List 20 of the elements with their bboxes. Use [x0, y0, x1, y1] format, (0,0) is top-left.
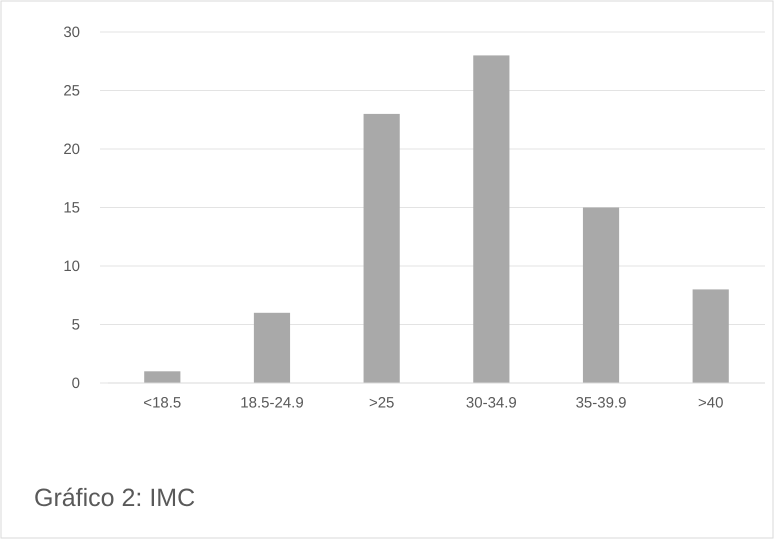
y-tick-label: 30 [63, 24, 80, 41]
y-tick-label: 15 [63, 199, 80, 216]
x-tick-label: <18.5 [143, 394, 182, 412]
y-tick-label: 10 [63, 258, 80, 275]
y-tick-label: 5 [72, 316, 80, 334]
bar [254, 312, 290, 383]
x-tick-label: >25 [368, 394, 394, 412]
bar [473, 55, 510, 383]
bar [692, 289, 729, 383]
bar [144, 371, 180, 383]
bar [582, 208, 620, 383]
x-tick-label: 30-34.9 [466, 394, 517, 412]
x-tick-label: 35-39.9 [576, 394, 626, 412]
text: Gráfico 2: IMC [34, 484, 196, 512]
y-tick-label: 25 [63, 82, 80, 100]
bar [364, 114, 400, 383]
y-tick-label: 20 [63, 140, 80, 158]
y-tick-label: 0 [72, 374, 80, 392]
x-tick-label: 18.5-24.9 [240, 394, 304, 412]
x-tick-label: >40 [698, 394, 724, 412]
